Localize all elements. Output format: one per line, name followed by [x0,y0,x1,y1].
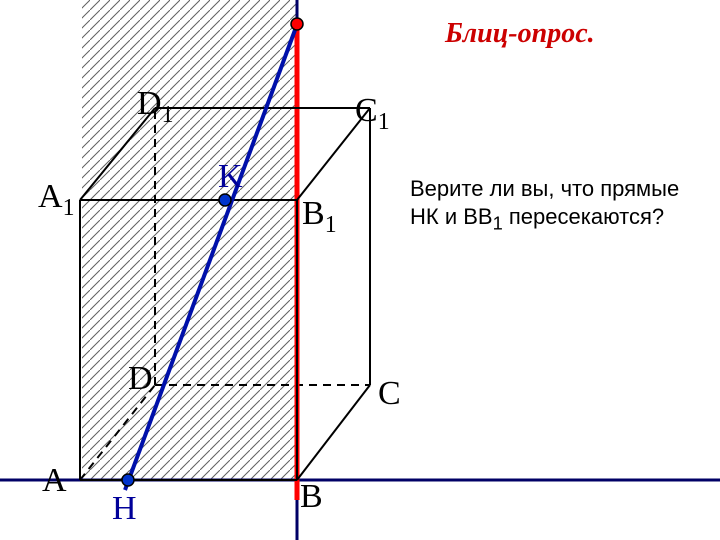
question-text: Верите ли вы, что прямые НК и ВВ1 пересе… [410,175,679,237]
label-C1: C1 [355,92,390,136]
question-line1: Верите ли вы, что прямые [410,175,679,203]
label-H: Н [112,490,137,528]
label-B: B [300,478,323,516]
label-C: C [378,375,401,413]
label-D1: D1 [137,85,173,129]
question-line2: НК и ВВ1 пересекаются? [410,203,679,237]
label-B1: B1 [302,195,337,239]
label-D: D [128,360,153,398]
geometry-diagram [0,0,720,540]
label-K: K [218,158,243,196]
label-A1: A1 [38,178,74,222]
label-A: A [42,462,67,500]
slide-title: Блиц-опрос. [445,18,595,50]
